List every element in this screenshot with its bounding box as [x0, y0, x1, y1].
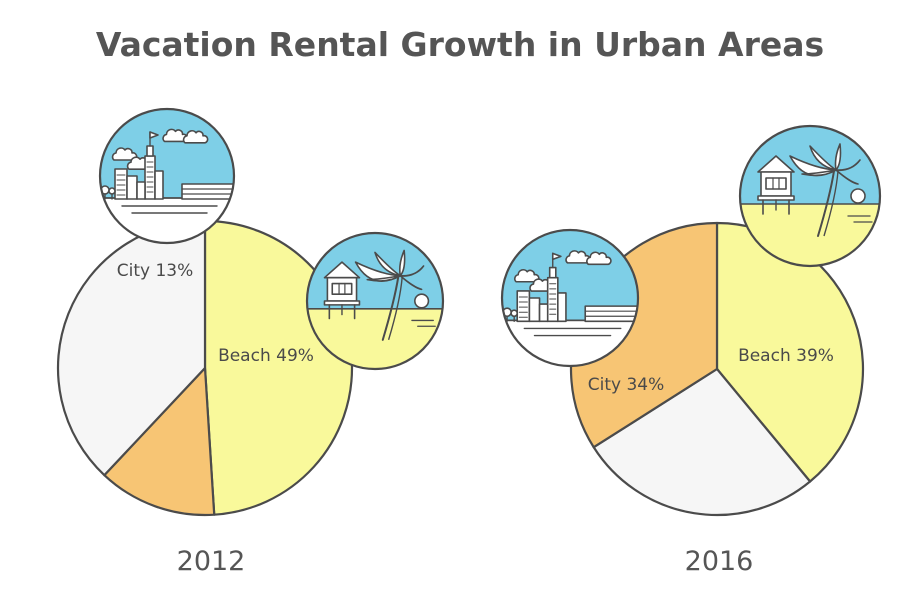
pie-slice-other-2016: [592, 367, 812, 517]
chart-title: Vacation Rental Growth in Urban Areas: [96, 25, 824, 64]
pie-2012: [56, 219, 354, 517]
year-label-2016: 2016: [685, 546, 754, 577]
year-label-2012: 2012: [177, 546, 246, 577]
slice-label-city-2012: City 13%: [117, 261, 194, 281]
city-icon: [500, 228, 640, 368]
slice-label-city-2016: City 34%: [588, 375, 665, 395]
slice-label-beach-2016: Beach 39%: [738, 346, 834, 366]
slice-label-beach-2012: Beach 49%: [218, 346, 314, 366]
pie-slice-city-2012: [103, 366, 216, 517]
